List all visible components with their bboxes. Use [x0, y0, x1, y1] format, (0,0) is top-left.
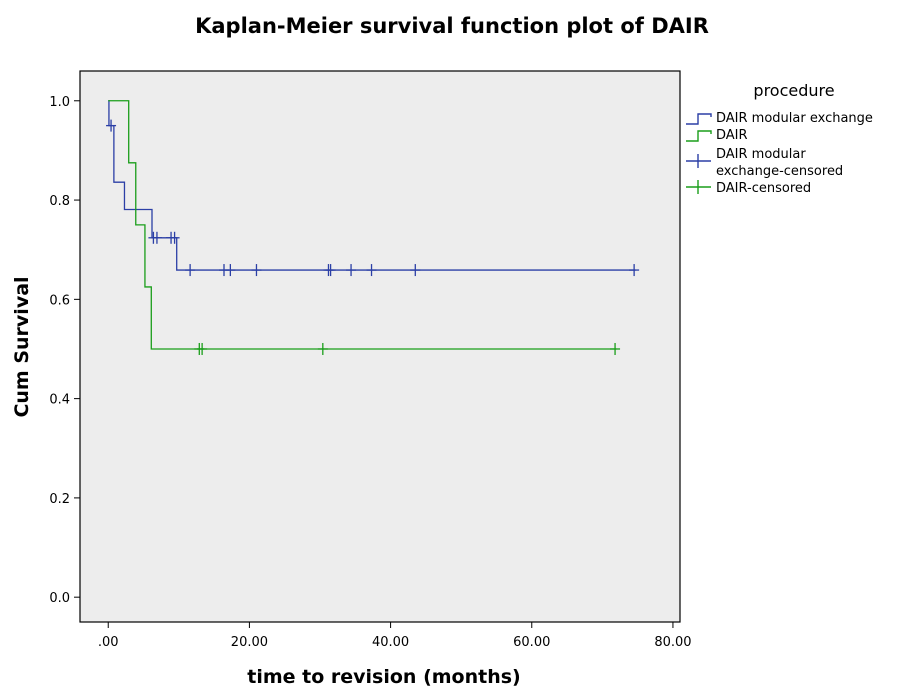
- x-tick-label: 20.00: [231, 635, 268, 650]
- x-tick-label: .00: [98, 635, 119, 650]
- survival-curve: [108, 100, 617, 350]
- legend-entry-dair-censored: DAIR-censored: [716, 181, 811, 196]
- x-tick-label: 60.00: [513, 635, 550, 650]
- y-tick-label: 1.0: [49, 95, 70, 110]
- x-tick-label: 80.00: [654, 635, 691, 650]
- y-axis: 0.0 0.2 0.4 0.6 0.8 1.0: [49, 95, 80, 606]
- legend-step-icon: [686, 130, 712, 142]
- survival-curve: [108, 100, 636, 271]
- legend: procedure DAIR modular exchange DAIR DAIR …: [686, 81, 873, 196]
- legend-entry-modular-exchange: DAIR modular exchange: [716, 111, 873, 126]
- y-tick-label: 0.2: [49, 492, 70, 507]
- y-axis-label: Cum Survival: [11, 276, 33, 417]
- legend-entry-dair: DAIR: [716, 128, 748, 143]
- legend-entry-modular-exchange-censored: DAIR modular: [716, 147, 806, 162]
- x-axis-label: time to revision (months): [247, 666, 520, 686]
- chart-title: Kaplan-Meier survival function plot of D…: [195, 14, 709, 38]
- y-tick-label: 0.4: [49, 393, 70, 408]
- y-tick-label: 0.0: [49, 591, 70, 606]
- y-tick-label: 0.6: [49, 293, 70, 308]
- y-tick-label: 0.8: [49, 194, 70, 209]
- legend-title: procedure: [753, 81, 834, 100]
- legend-entry-modular-exchange-censored: exchange-censored: [716, 164, 843, 179]
- legend-step-icon: [686, 113, 712, 125]
- series-layer: [106, 100, 640, 355]
- x-axis: .00 20.00 40.00 60.00 80.00: [98, 622, 692, 650]
- x-tick-label: 40.00: [372, 635, 409, 650]
- plot-area: [79, 70, 681, 623]
